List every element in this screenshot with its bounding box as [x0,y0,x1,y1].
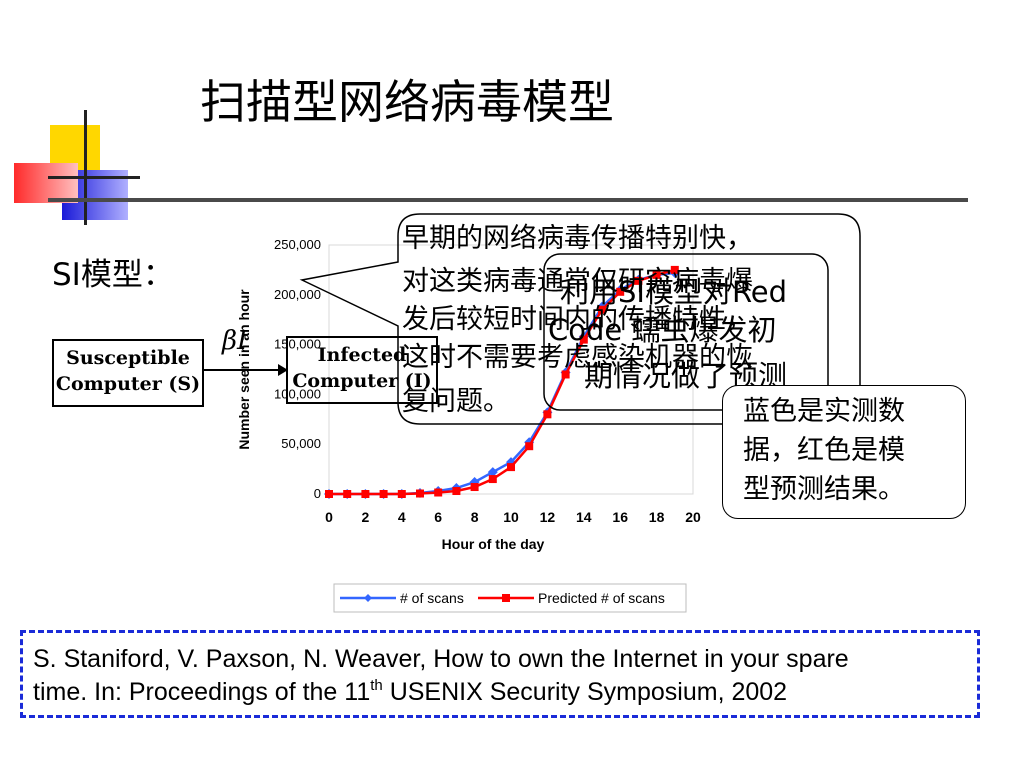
infected-line2: Computer (I) [292,370,432,392]
x-tick-label: 20 [685,509,701,525]
callout-main-line2: 对这类病毒通常仅研究病毒爆 [402,266,753,297]
callout-note-line1: 蓝色是实测数 [743,396,905,427]
callout-note: 蓝色是实测数 据，红色是模 型预测结果。 [722,385,966,519]
susceptible-box: Susceptible Computer (S) [52,339,204,407]
series-point-1 [507,463,515,472]
callout-main-line4: 这时不需要考虑感染机器的恢 [402,342,753,373]
series-point-1 [434,488,443,497]
x-tick-label: 18 [649,509,665,525]
series-point-1 [416,489,424,498]
series-point-1 [561,370,570,379]
x-tick-label: 4 [398,509,406,525]
si-model-label: SI模型： [52,257,174,293]
y-tick-label: 250,000 [274,237,321,252]
y-tick-label: 200,000 [274,287,321,302]
reference-line1: S. Staniford, V. Paxson, N. Weaver, How … [33,645,849,673]
series-point-1 [616,287,625,296]
x-tick-label: 12 [540,509,556,525]
series-point-1 [634,276,643,285]
callout-overlap-line1: 利用SI模型对Red [560,275,788,309]
decor-vertical-line [84,110,87,225]
title-rule [48,198,968,202]
reference-line2-pre: time. In: Proceedings of the 11 [33,678,371,706]
callout-main-line1: 早期的网络病毒传播特别快， [402,223,753,254]
series-point-1 [598,305,606,314]
series-point-1 [343,490,352,498]
series-point-1 [670,265,679,274]
y-tick-label: 0 [314,486,321,501]
legend-label-0: # of scans [400,590,464,606]
series-point-0 [487,467,498,478]
x-tick-label: 6 [434,509,442,525]
series-point-1 [361,490,370,498]
series-point-1 [579,335,588,344]
y-tick-label: 50,000 [281,436,321,451]
callout-main-line5: 复问题。 [402,386,510,417]
infected-line1: Infected [317,344,407,366]
series-point-1 [525,442,534,451]
legend-marker-0 [364,594,372,602]
x-tick-label: 14 [576,509,592,525]
transition-arrow [202,364,288,376]
series-point-1 [488,475,497,484]
series-point-1 [652,270,661,279]
series-point-1 [379,490,388,498]
decor-red-square [14,163,78,203]
susceptible-line2: Computer (S) [55,373,201,395]
x-tick-label: 16 [612,509,628,525]
x-tick-label: 8 [471,509,479,525]
reference-line2-post: USENIX Security Symposium, 2002 [382,678,788,706]
series-point-1 [470,483,479,492]
x-tick-label: 2 [362,509,370,525]
plot-area [328,244,694,495]
infection-rate-label: βI [222,326,248,356]
callout-note-line2: 据，红色是模 [743,435,905,466]
x-axis-label: Hour of the day [442,536,545,552]
infected-box: Infected Computer (I) [286,336,438,404]
susceptible-line1: Susceptible [66,347,190,369]
series-point-1 [452,487,461,496]
x-tick-label: 0 [325,509,333,525]
x-tick-label: 10 [503,509,519,525]
y-tick-label: 150,000 [274,337,321,352]
reference-line2: time. In: Proceedings of the 11th USENIX… [33,676,967,709]
series-point-1 [543,410,552,419]
series-point-1 [397,490,406,498]
callout-note-line3: 型预测结果。 [743,474,905,505]
y-tick-label: 100,000 [274,386,321,401]
reference-box: S. Staniford, V. Paxson, N. Weaver, How … [20,630,980,718]
decor-horizontal-line [48,176,140,179]
legend-label-1: Predicted # of scans [538,590,665,606]
callout-overlap-line2: Code 蠕虫爆发初 [548,313,777,347]
reference-line2-sup: th [370,677,383,694]
legend-marker-1 [502,594,510,602]
callout-main-line3: 发后较短时间内的传播特性， [402,304,753,335]
slide-title: 扫描型网络病毒模型 [200,75,614,129]
series-point-1 [325,490,333,498]
